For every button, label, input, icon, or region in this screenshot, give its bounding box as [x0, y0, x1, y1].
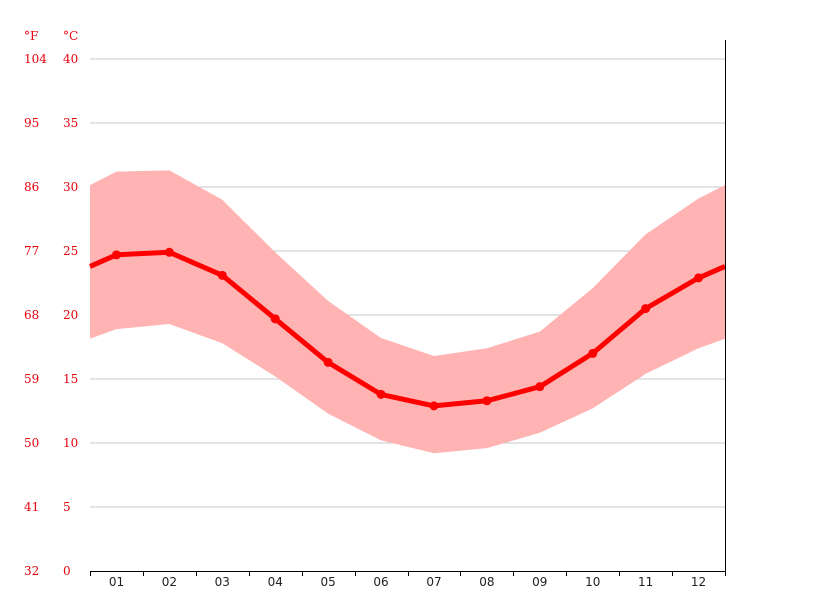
x-tick-label: 09: [532, 575, 547, 589]
x-tick-label: 12: [691, 575, 706, 589]
data-point: [429, 401, 439, 411]
y-tick-label-fahrenheit: 86: [24, 180, 39, 194]
y-tick-label-fahrenheit: 59: [24, 372, 39, 386]
data-point: [217, 270, 227, 280]
y-tick-label-celsius: 25: [63, 244, 78, 258]
x-tick-label: 11: [638, 575, 653, 589]
mean-temperature-line: [88, 249, 726, 409]
data-point: [641, 304, 651, 314]
data-point: [694, 273, 704, 283]
y-tick-label-fahrenheit: 32: [24, 564, 39, 578]
fahrenheit-unit-label: °F: [24, 29, 38, 43]
x-tick-label: 01: [109, 575, 124, 589]
x-tick-label: 04: [268, 575, 283, 589]
y-tick-label-fahrenheit: 104: [24, 52, 47, 66]
y-tick-label-fahrenheit: 50: [24, 436, 39, 450]
y-tick-label-fahrenheit: 95: [24, 116, 39, 130]
y-tick-label-celsius: 35: [63, 116, 78, 130]
temperature-range-area: [90, 170, 725, 454]
y-tick-label-celsius: 15: [63, 372, 78, 386]
data-point: [482, 396, 492, 406]
y-tick-label-celsius: 30: [63, 180, 78, 194]
x-tick-label: 08: [479, 575, 494, 589]
celsius-unit-label: °C: [63, 29, 78, 43]
y-tick-label-fahrenheit: 77: [24, 244, 39, 258]
x-tick-label: 07: [426, 575, 441, 589]
y-tick-label-fahrenheit: 68: [24, 308, 39, 322]
y-tick-label-celsius: 10: [63, 436, 78, 450]
temperature-range-band: [90, 170, 725, 454]
x-tick-label: 06: [373, 575, 388, 589]
y-tick-label-celsius: 0: [63, 564, 71, 578]
data-point: [164, 247, 174, 257]
data-point: [111, 250, 121, 260]
data-point: [376, 389, 386, 399]
y-tick-label-fahrenheit: 41: [24, 500, 39, 514]
data-point: [270, 314, 280, 324]
tick-labels: 0 32 5 41 10 50 15 59 20 68 25 77 30 86 35 95 40 104 01 02 0…: [24, 52, 706, 589]
y-tick-label-celsius: 20: [63, 308, 78, 322]
y-tick-label-celsius: 5: [63, 500, 71, 514]
x-tick-label: 02: [162, 575, 177, 589]
data-point: [535, 382, 545, 392]
data-point: [323, 357, 333, 367]
x-tick-label: 03: [215, 575, 230, 589]
x-tick-label: 10: [585, 575, 600, 589]
x-tick-label: 05: [320, 575, 335, 589]
y-tick-label-celsius: 40: [63, 52, 78, 66]
mean-temperature-series: [88, 247, 726, 411]
axes: [90, 40, 726, 576]
data-point: [588, 348, 598, 358]
